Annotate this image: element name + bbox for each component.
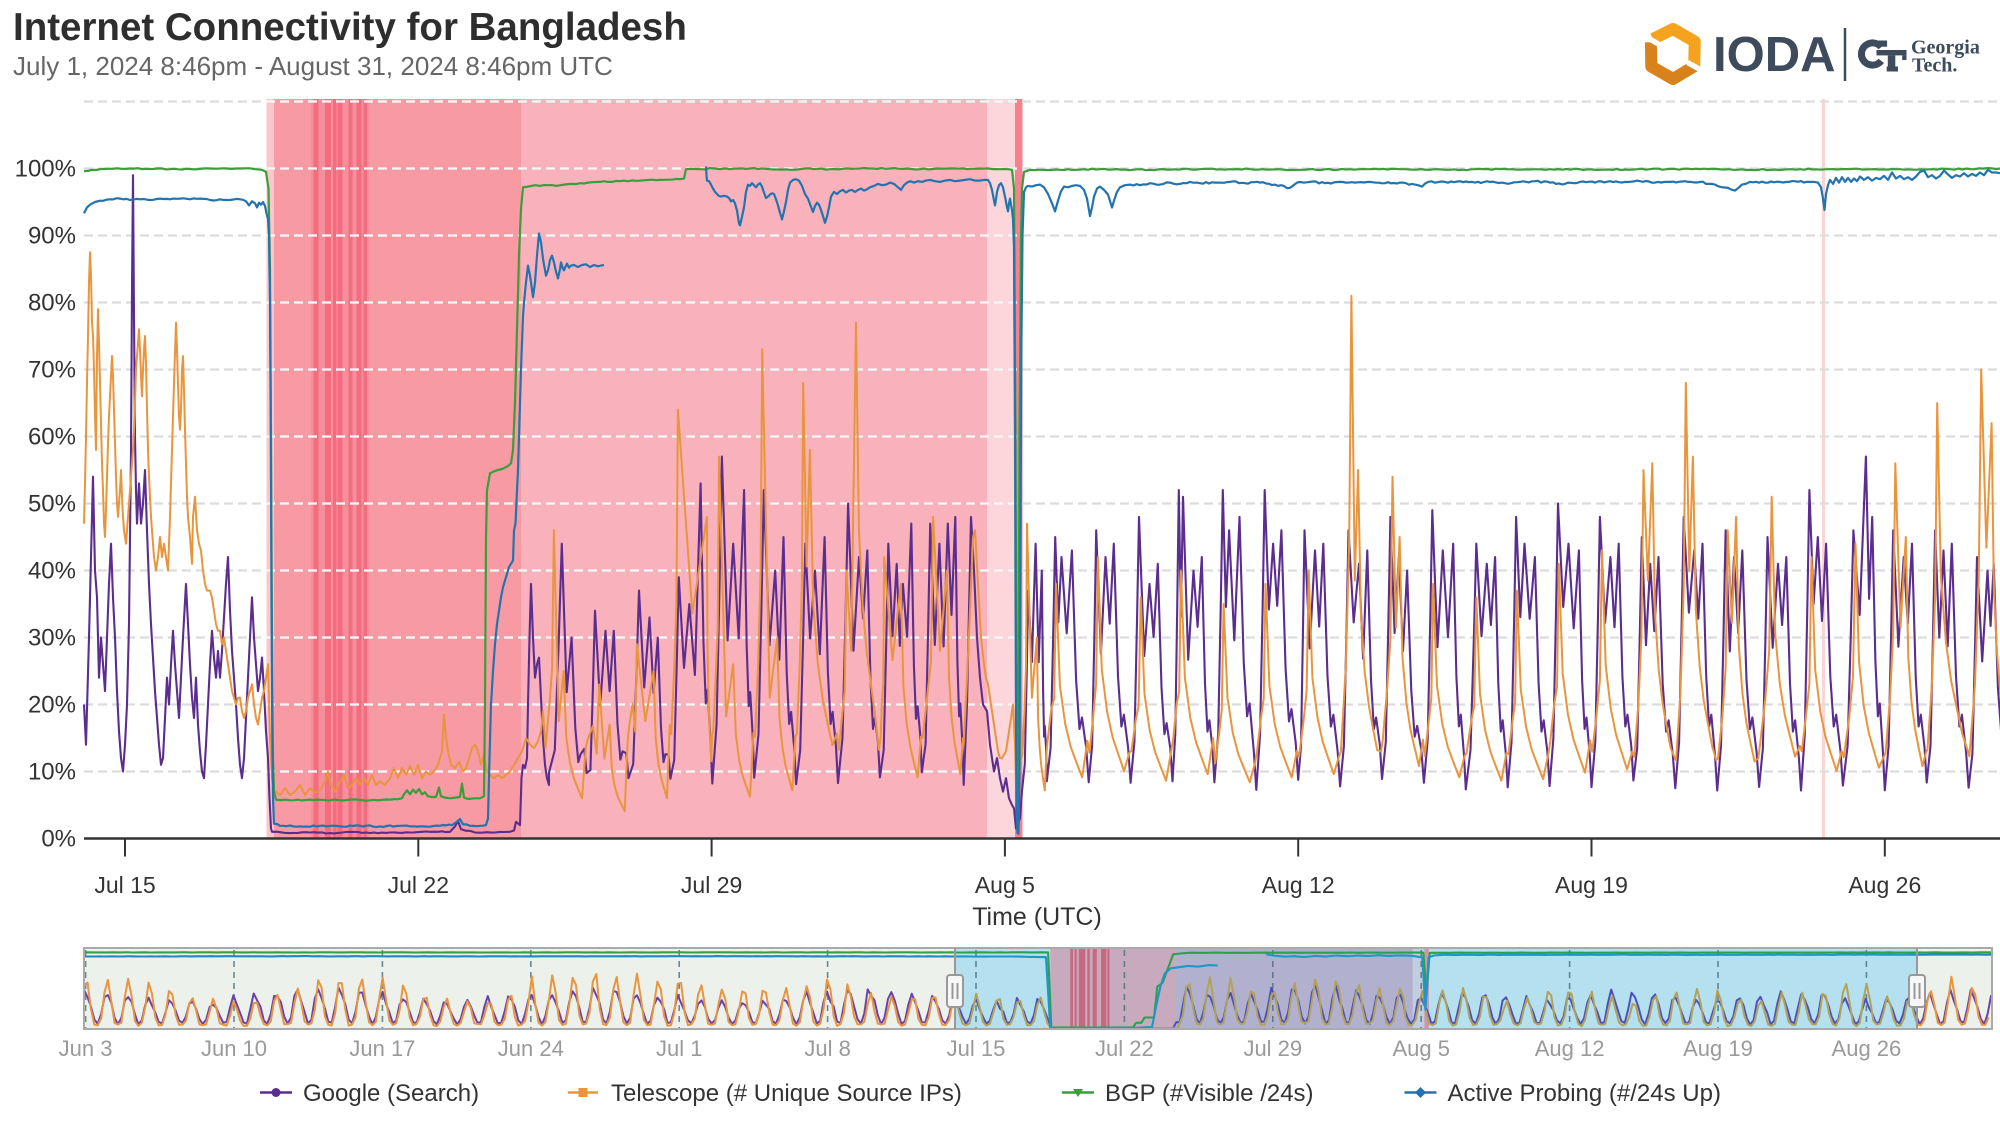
svg-text:Telescope (# Unique Source IPs: Telescope (# Unique Source IPs) <box>611 1080 962 1107</box>
svg-text:20%: 20% <box>28 692 76 719</box>
svg-text:80%: 80% <box>28 290 76 317</box>
svg-text:July 1, 2024 8:46pm - August 3: July 1, 2024 8:46pm - August 31, 2024 8:… <box>13 51 613 81</box>
svg-text:Aug 19: Aug 19 <box>1555 872 1628 898</box>
svg-text:Jul 8: Jul 8 <box>804 1036 850 1061</box>
svg-text:0%: 0% <box>41 826 76 853</box>
svg-text:Jun 3: Jun 3 <box>59 1036 113 1061</box>
svg-text:60%: 60% <box>28 424 76 451</box>
svg-text:Jul 29: Jul 29 <box>681 872 742 898</box>
svg-text:Aug 12: Aug 12 <box>1262 872 1335 898</box>
svg-text:Jul 22: Jul 22 <box>1095 1036 1154 1061</box>
svg-text:Internet Connectivity for Bang: Internet Connectivity for Bangladesh <box>13 6 687 49</box>
svg-text:Aug 5: Aug 5 <box>975 872 1035 898</box>
svg-text:Jun 24: Jun 24 <box>498 1036 564 1061</box>
svg-text:Time (UTC): Time (UTC) <box>972 903 1102 931</box>
svg-text:Jul 29: Jul 29 <box>1243 1036 1302 1061</box>
svg-text:100%: 100% <box>15 156 76 183</box>
svg-text:30%: 30% <box>28 625 76 652</box>
svg-text:Aug 26: Aug 26 <box>1848 872 1921 898</box>
svg-text:Jun 17: Jun 17 <box>349 1036 415 1061</box>
svg-text:50%: 50% <box>28 491 76 518</box>
svg-text:Jul 1: Jul 1 <box>656 1036 702 1061</box>
svg-text:40%: 40% <box>28 558 76 585</box>
svg-text:Georgia: Georgia <box>1911 37 1980 59</box>
svg-text:Jul 15: Jul 15 <box>947 1036 1006 1061</box>
svg-text:Aug 26: Aug 26 <box>1832 1036 1902 1061</box>
svg-text:Google (Search): Google (Search) <box>303 1080 479 1107</box>
svg-text:Jul 22: Jul 22 <box>388 872 449 898</box>
svg-text:10%: 10% <box>28 759 76 786</box>
svg-text:Tech.: Tech. <box>1912 55 1957 77</box>
svg-text:Aug 19: Aug 19 <box>1683 1036 1753 1061</box>
svg-text:Aug 12: Aug 12 <box>1535 1036 1605 1061</box>
svg-text:Jun 10: Jun 10 <box>201 1036 267 1061</box>
svg-text:Active Probing (#/24s Up): Active Probing (#/24s Up) <box>1448 1080 1721 1107</box>
svg-text:70%: 70% <box>28 357 76 384</box>
svg-text:Aug 5: Aug 5 <box>1392 1036 1450 1061</box>
svg-text:90%: 90% <box>28 223 76 250</box>
svg-text:Jul 15: Jul 15 <box>94 872 155 898</box>
svg-text:BGP (#Visible /24s): BGP (#Visible /24s) <box>1105 1080 1314 1107</box>
svg-text:IODA: IODA <box>1713 28 1836 82</box>
